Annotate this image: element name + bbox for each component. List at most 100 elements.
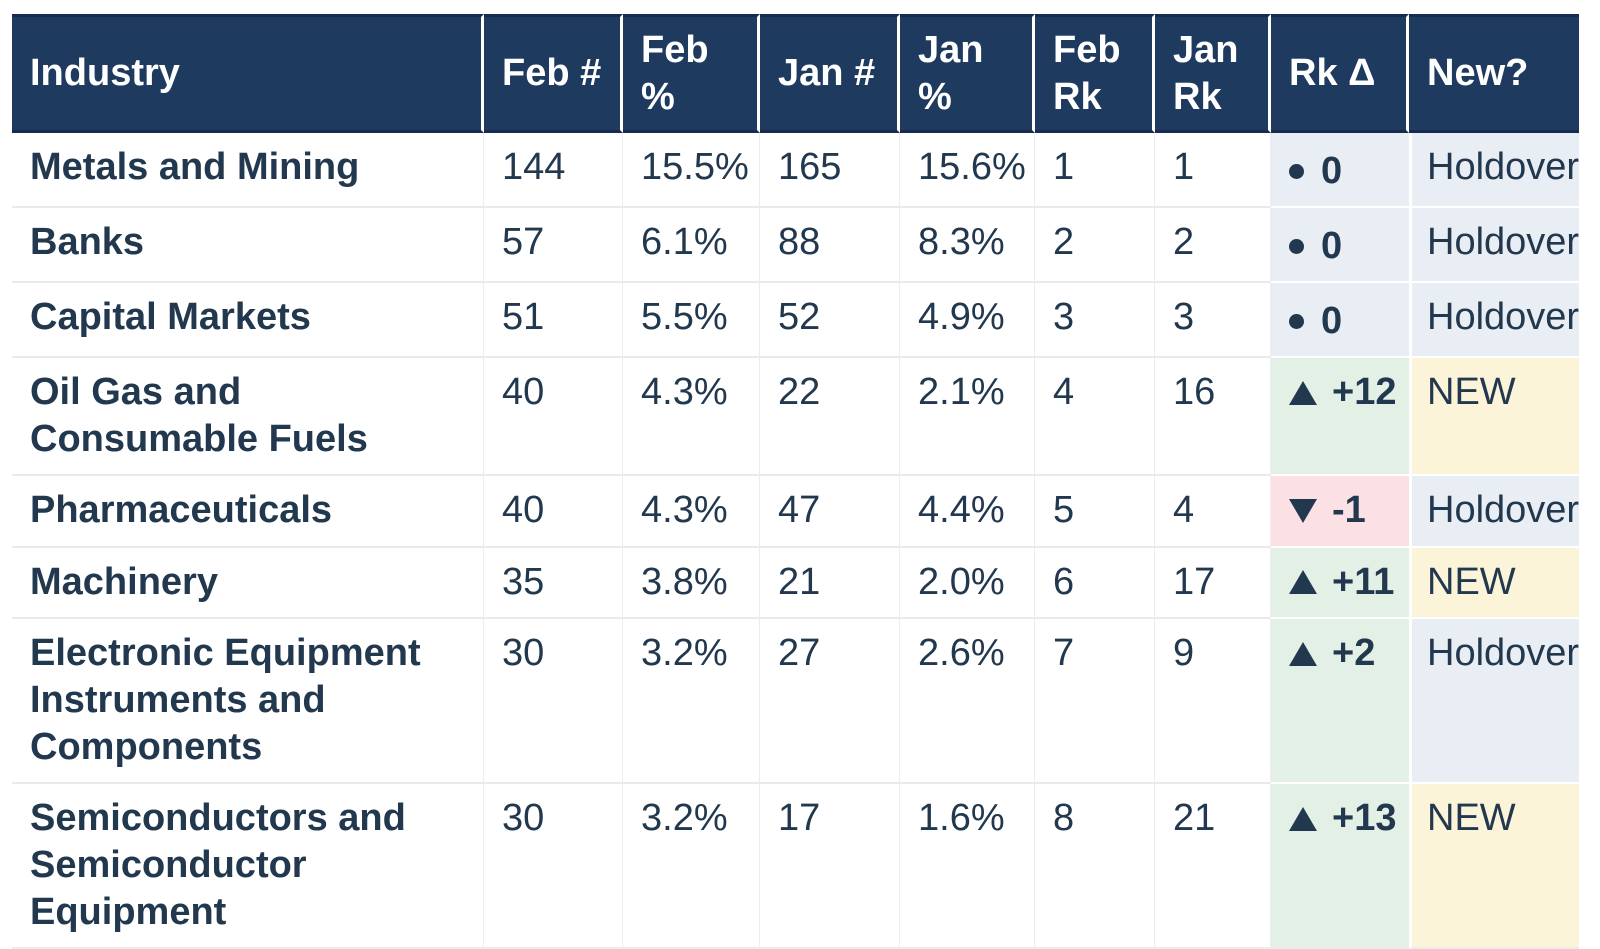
cell-rk_delta: +13 (1271, 784, 1409, 949)
cell-jan_rk: 9 (1155, 619, 1271, 784)
cell-jan_num: 47 (760, 476, 900, 548)
rank-up-icon (1289, 641, 1317, 666)
rank-delta-value: +11 (1332, 560, 1395, 603)
cell-feb_num: 40 (484, 476, 623, 548)
cell-rk_delta: 0 (1271, 208, 1409, 283)
rank-unchanged-icon (1289, 239, 1304, 254)
rank-delta: 0 (1289, 148, 1342, 195)
cell-feb_num: 30 (484, 784, 623, 949)
table-row: Capital Markets 51 5.5% 52 4.9% 3 3 0 Holdover (12, 283, 1579, 358)
table-row: Metals and Mining 144 15.5% 165 15.6% 1 1 0 Hold… (12, 133, 1579, 208)
rank-delta-value: +2 (1332, 632, 1376, 674)
cell-jan_pct: 1.6% (900, 784, 1035, 949)
rank-up-icon (1289, 806, 1317, 831)
cell-feb_rk: 7 (1035, 619, 1155, 784)
cell-rk_delta: +11 (1271, 547, 1409, 619)
cell-jan_rk: 4 (1155, 476, 1271, 548)
cell-jan_num: 22 (760, 358, 900, 476)
cell-jan_num: 165 (760, 133, 900, 208)
rank-delta: +13 (1289, 795, 1396, 842)
cell-jan_rk: 16 (1155, 358, 1271, 476)
cell-jan_pct: 2.1% (900, 358, 1035, 476)
column-header-industry: Industry (12, 14, 484, 133)
cell-rk_delta: 0 (1271, 283, 1409, 358)
cell-feb_pct: 4.3% (623, 476, 760, 548)
column-header-jan_rk: Jan Rk (1155, 14, 1271, 133)
page: { "colors": { "header_bg": "#1E3A5F", "h… (12, 14, 1580, 949)
cell-feb_rk: 8 (1035, 784, 1155, 949)
cell-industry: Banks (12, 208, 484, 283)
rank-delta-value: 0 (1321, 150, 1343, 192)
rank-unchanged-icon (1289, 164, 1304, 179)
table-row: Semiconductors and Semiconductor Equipme… (12, 784, 1579, 949)
status-badge: Holdover (1409, 476, 1579, 548)
cell-feb_num: 30 (484, 619, 623, 784)
cell-jan_pct: 8.3% (900, 208, 1035, 283)
rank-delta: 0 (1289, 298, 1342, 345)
rank-delta: +2 (1289, 630, 1375, 677)
rank-delta: +12 (1289, 369, 1396, 416)
cell-jan_rk: 21 (1155, 784, 1271, 949)
cell-jan_num: 52 (760, 283, 900, 358)
industry-rank-table: Industry Feb # Feb % Jan # Jan % Feb Rk Jan Rk… (12, 14, 1579, 949)
cell-feb_rk: 1 (1035, 133, 1155, 208)
cell-industry: Machinery (12, 547, 484, 619)
column-header-feb_pct: Feb % (623, 14, 760, 133)
cell-jan_pct: 2.0% (900, 547, 1035, 619)
cell-jan_num: 27 (760, 619, 900, 784)
rank-up-icon (1289, 380, 1317, 405)
rank-delta-value: +12 (1332, 371, 1397, 413)
status-badge: Holdover (1409, 283, 1579, 358)
cell-feb_pct: 6.1% (623, 208, 760, 283)
column-header-feb_num: Feb # (484, 14, 623, 133)
column-header-feb_rk: Feb Rk (1035, 14, 1155, 133)
table-row: Oil Gas and Consumable Fuels 40 4.3% 22 2.1%… (12, 358, 1579, 476)
rank-unchanged-icon (1289, 314, 1304, 329)
cell-industry: Pharmaceuticals (12, 476, 484, 548)
status-badge: Holdover (1409, 208, 1579, 283)
rank-delta-value: 0 (1321, 225, 1343, 267)
column-header-jan_pct: Jan % (900, 14, 1035, 133)
cell-jan_pct: 2.6% (900, 619, 1035, 784)
cell-jan_num: 88 (760, 208, 900, 283)
cell-industry: Metals and Mining (12, 133, 484, 208)
status-badge: Holdover (1409, 133, 1579, 208)
cell-rk_delta: +12 (1271, 358, 1409, 476)
industry-rank-table-container: Industry Feb # Feb % Jan # Jan % Feb Rk Jan Rk… (12, 14, 1579, 949)
cell-jan_num: 17 (760, 784, 900, 949)
cell-feb_rk: 2 (1035, 208, 1155, 283)
cell-feb_pct: 3.8% (623, 547, 760, 619)
cell-jan_rk: 1 (1155, 133, 1271, 208)
cell-rk_delta: -1 (1271, 476, 1409, 548)
cell-feb_pct: 3.2% (623, 619, 760, 784)
cell-feb_rk: 3 (1035, 283, 1155, 358)
cell-jan_pct: 4.4% (900, 476, 1035, 548)
cell-jan_rk: 2 (1155, 208, 1271, 283)
cell-jan_pct: 15.6% (900, 133, 1035, 208)
rank-delta-value: +13 (1332, 797, 1397, 839)
cell-feb_num: 35 (484, 547, 623, 619)
table-row: Banks 57 6.1% 88 8.3% 2 2 0 Holdover (12, 208, 1579, 283)
cell-feb_pct: 4.3% (623, 358, 760, 476)
rank-delta-value: -1 (1332, 489, 1366, 531)
status-badge: NEW (1409, 547, 1579, 619)
cell-industry: Electronic Equipment Instruments and Com… (12, 619, 484, 784)
column-header-rk_delta: Rk Δ (1271, 14, 1409, 133)
cell-industry: Capital Markets (12, 283, 484, 358)
cell-industry: Oil Gas and Consumable Fuels (12, 358, 484, 476)
table-row: Electronic Equipment Instruments and Com… (12, 619, 1579, 784)
status-badge: Holdover (1409, 619, 1579, 784)
cell-feb_pct: 3.2% (623, 784, 760, 949)
rank-delta: 0 (1289, 223, 1342, 270)
cell-feb_num: 57 (484, 208, 623, 283)
cell-jan_num: 21 (760, 547, 900, 619)
cell-feb_num: 51 (484, 283, 623, 358)
cell-feb_rk: 5 (1035, 476, 1155, 548)
rank-delta-value: 0 (1321, 300, 1343, 342)
header-row: Industry Feb # Feb % Jan # Jan % Feb Rk Jan Rk… (12, 14, 1579, 133)
rank-delta: +11 (1289, 559, 1394, 606)
cell-feb_rk: 4 (1035, 358, 1155, 476)
column-header-jan_num: Jan # (760, 14, 900, 133)
cell-feb_num: 40 (484, 358, 623, 476)
table-header: Industry Feb # Feb % Jan # Jan % Feb Rk Jan Rk… (12, 14, 1579, 133)
